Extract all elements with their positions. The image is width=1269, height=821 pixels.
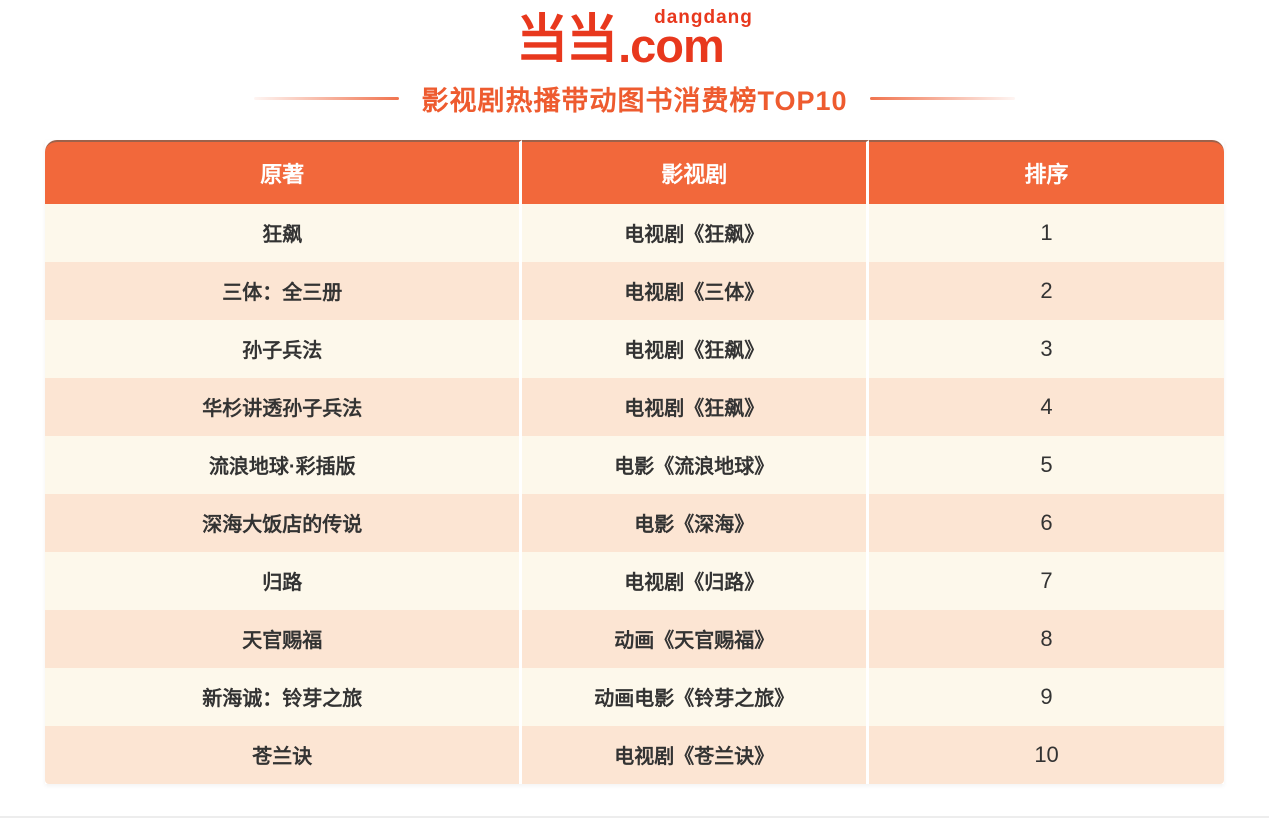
table-header-row: 原著 影视剧 排序 <box>45 139 1224 204</box>
cell-adaptation: 电影《深海》 <box>522 493 870 552</box>
cell-adaptation: 电视剧《三体》 <box>522 261 870 320</box>
page-bottom-divider <box>0 816 1269 818</box>
column-header-rank: 排序 <box>869 139 1224 204</box>
page-title: 影视剧热播带动图书消费榜TOP10 <box>421 86 848 117</box>
cell-original: 三体：全三册 <box>45 261 523 320</box>
table-body: 狂飙 电视剧《狂飙》 1 三体：全三册 电视剧《三体》 2 孙子兵法 电视剧《狂… <box>45 203 1224 784</box>
table-row: 华杉讲透孙子兵法 电视剧《狂飙》 4 <box>45 377 1224 436</box>
cell-original: 孙子兵法 <box>45 319 523 378</box>
cell-adaptation: 电视剧《苍兰诀》 <box>522 725 870 784</box>
column-header-original: 原著 <box>45 139 523 204</box>
title-line-left <box>254 97 400 101</box>
cell-rank: 9 <box>869 667 1224 726</box>
table-row: 狂飙 电视剧《狂飙》 1 <box>45 203 1224 262</box>
table-row: 深海大饭店的传说 电影《深海》 6 <box>45 493 1224 552</box>
cell-adaptation: 电视剧《狂飙》 <box>522 319 870 378</box>
logo-dangdang-latin: dangdang <box>654 7 753 28</box>
title-row: 影视剧热播带动图书消费榜TOP10 <box>0 84 1269 116</box>
cell-adaptation: 电影《流浪地球》 <box>522 435 870 494</box>
cell-rank: 1 <box>869 203 1224 262</box>
cell-rank: 8 <box>869 609 1224 668</box>
cell-adaptation: 动画电影《铃芽之旅》 <box>522 667 870 726</box>
cell-adaptation: 电视剧《狂飙》 <box>522 203 870 262</box>
cell-original: 天官赐福 <box>45 609 523 668</box>
table-row: 新海诚：铃芽之旅 动画电影《铃芽之旅》 9 <box>45 667 1224 726</box>
table-row: 三体：全三册 电视剧《三体》 2 <box>45 261 1224 320</box>
dangdang-logo: 当当 dangdang .com <box>0 0 1269 72</box>
table-row: 孙子兵法 电视剧《狂飙》 3 <box>45 319 1224 378</box>
cell-rank: 4 <box>869 377 1224 436</box>
table-row: 苍兰诀 电视剧《苍兰诀》 10 <box>45 725 1224 784</box>
table-row: 天官赐福 动画《天官赐福》 8 <box>45 609 1224 668</box>
cell-original: 新海诚：铃芽之旅 <box>45 667 523 726</box>
cell-rank: 3 <box>869 319 1224 378</box>
cell-original: 苍兰诀 <box>45 725 523 784</box>
cell-rank: 2 <box>869 261 1224 320</box>
cell-original: 狂飙 <box>45 203 523 262</box>
cell-original: 归路 <box>45 551 523 610</box>
table-row: 归路 电视剧《归路》 7 <box>45 551 1224 610</box>
cell-adaptation: 电视剧《狂飙》 <box>522 377 870 436</box>
cell-original: 流浪地球·彩插版 <box>45 435 523 494</box>
cell-rank: 6 <box>869 493 1224 552</box>
cell-rank: 7 <box>869 551 1224 610</box>
cell-rank: 5 <box>869 435 1224 494</box>
ranking-table: 原著 影视剧 排序 狂飙 电视剧《狂飙》 1 三体：全三册 电视剧《三体》 2 … <box>45 139 1224 784</box>
ranking-table-container: 原著 影视剧 排序 狂飙 电视剧《狂飙》 1 三体：全三册 电视剧《三体》 2 … <box>45 139 1224 784</box>
cell-original: 华杉讲透孙子兵法 <box>45 377 523 436</box>
logo-com-domain: .com <box>618 19 725 72</box>
logo-dangdang-characters: 当当 <box>516 10 618 69</box>
cell-rank: 10 <box>869 725 1224 784</box>
cell-adaptation: 动画《天官赐福》 <box>522 609 870 668</box>
title-line-right <box>869 97 1015 101</box>
cell-original: 深海大饭店的传说 <box>45 493 523 552</box>
cell-adaptation: 电视剧《归路》 <box>522 551 870 610</box>
column-header-adaptation: 影视剧 <box>522 139 870 204</box>
table-row: 流浪地球·彩插版 电影《流浪地球》 5 <box>45 435 1224 494</box>
